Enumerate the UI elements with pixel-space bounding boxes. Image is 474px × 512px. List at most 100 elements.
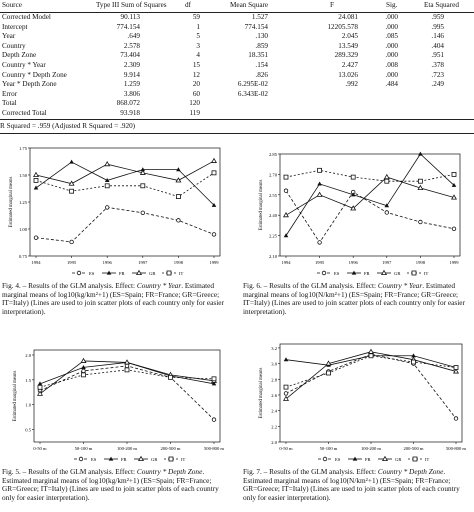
data-point-it	[451, 171, 457, 177]
y-tick-label: 2.2	[271, 424, 277, 429]
series-line-gr	[285, 351, 457, 400]
x-tick-label: 1995	[67, 260, 77, 265]
x-tick-label: 500-800 m	[446, 446, 466, 451]
y-tick-label: 1.0	[25, 403, 31, 408]
legend-marker	[411, 270, 417, 276]
table-cell: .404	[431, 41, 444, 50]
table-cell: 5	[196, 32, 200, 41]
table-cell: .723	[431, 70, 444, 79]
data-point-gr	[325, 360, 332, 366]
series-line-es	[35, 206, 215, 243]
table-cell: 12205.578	[327, 22, 358, 31]
data-point-it	[33, 178, 39, 183]
data-point-es	[283, 391, 289, 396]
data-point-it	[104, 183, 110, 189]
x-tick-label: 200-500 m	[160, 446, 180, 451]
col-header: df	[185, 1, 191, 9]
data-point-gr	[383, 173, 390, 180]
y-tick-label: 3.2	[271, 346, 277, 351]
data-point-fr	[317, 181, 322, 186]
data-point-es	[211, 232, 217, 237]
r-squared-note: R Squared = .959 (Adjusted R Squared = .…	[0, 122, 136, 130]
legend-label: IT	[179, 271, 184, 276]
data-point-es	[81, 368, 86, 374]
table-row: Corrected Total 93.918 119	[0, 109, 474, 118]
data-point-es	[33, 235, 39, 240]
data-point-it	[140, 183, 146, 189]
data-point-es	[104, 205, 110, 210]
table-header: Source Type III Sum of Squares df Mean S…	[0, 0, 474, 13]
data-point-es	[211, 417, 217, 422]
series-line-gr	[285, 176, 455, 216]
x-tick-label: 1999	[449, 260, 459, 265]
table-cell: .859	[255, 41, 268, 50]
figure-4-chart: 1.75 1.50 1.25 1.00 0.75 1994 1995 1996 1997 1998…	[0, 142, 234, 287]
x-tick-label: 1994	[31, 260, 41, 265]
table-cell: .146	[431, 32, 444, 41]
table-cell: 774.154	[244, 22, 268, 31]
legend-label: GR	[394, 271, 401, 276]
data-point-es	[140, 210, 145, 215]
data-point-gr	[139, 169, 146, 175]
series-line-it	[35, 172, 215, 198]
data-point-fr	[176, 167, 181, 172]
table-row: Corrected Model 90.113 59 1.527 24.081 .000 .9…	[0, 13, 474, 22]
table-cell: Intercept	[2, 22, 28, 31]
table-row: Intercept 774.154 1 774.154 12205.578 .000 .99…	[0, 23, 474, 32]
data-point-fr	[104, 178, 110, 182]
data-point-fr	[384, 203, 390, 208]
legend-marker	[106, 270, 112, 275]
data-point-fr	[211, 202, 217, 207]
data-point-gr	[368, 348, 374, 354]
col-header: Source	[2, 1, 22, 9]
series-line-gr	[35, 160, 215, 185]
data-point-gr	[451, 194, 457, 200]
table-cell: .826	[255, 70, 268, 79]
data-point-es	[176, 218, 181, 223]
legend-label: GR	[149, 271, 156, 276]
table-cell: 6.295E-02	[237, 80, 268, 89]
plot-frame	[279, 153, 461, 257]
x-tick-label: 1996	[103, 260, 113, 265]
x-tick-label: 1997	[138, 260, 148, 265]
table-cell: .085	[385, 32, 398, 41]
y-tick-label: 2.10	[269, 254, 278, 259]
table-cell: 289.329	[334, 51, 358, 60]
series-line-it	[39, 369, 215, 388]
data-point-it	[283, 174, 289, 180]
table-cell: 3.806	[123, 89, 140, 98]
table-cell: 868.072	[116, 99, 140, 108]
legend-marker	[412, 456, 418, 462]
table-cell: .378	[431, 61, 444, 69]
series-line-fr	[285, 153, 455, 236]
data-point-fr	[350, 192, 356, 197]
table-cell: Depth Zone	[2, 51, 37, 60]
data-point-fr	[411, 353, 416, 358]
table-cell: 15	[192, 61, 200, 69]
table-cell: .649	[127, 32, 140, 41]
y-tick-label: 2.6	[271, 393, 277, 398]
table-cell: Error	[2, 89, 18, 98]
y-tick-label: 1.75	[19, 146, 28, 151]
table-cell: .000	[385, 13, 398, 21]
x-tick-label: 0-50 m	[33, 446, 47, 451]
data-point-it	[368, 353, 374, 359]
table-cell: .154	[255, 61, 268, 69]
table-cell: .995	[431, 22, 444, 31]
data-point-fr	[211, 381, 217, 386]
data-point-it	[211, 376, 217, 382]
y-tick-label: 2.0	[25, 353, 31, 358]
y-tick-label: 2.8	[271, 377, 277, 382]
data-point-it	[69, 188, 74, 194]
table-cell: 90.113	[120, 13, 141, 21]
data-point-it	[124, 367, 130, 373]
y-tick-label: 2.4	[271, 409, 277, 414]
table-row: Year .649 5 .130 2.045 .085 .146	[0, 32, 474, 41]
table-cell: 2.427	[341, 61, 358, 69]
series-line-es	[285, 353, 457, 419]
legend-marker	[322, 456, 328, 462]
data-point-it	[175, 194, 181, 199]
table-cell: .951	[431, 51, 444, 60]
data-point-gr	[453, 368, 459, 374]
series-line-it	[285, 355, 457, 388]
